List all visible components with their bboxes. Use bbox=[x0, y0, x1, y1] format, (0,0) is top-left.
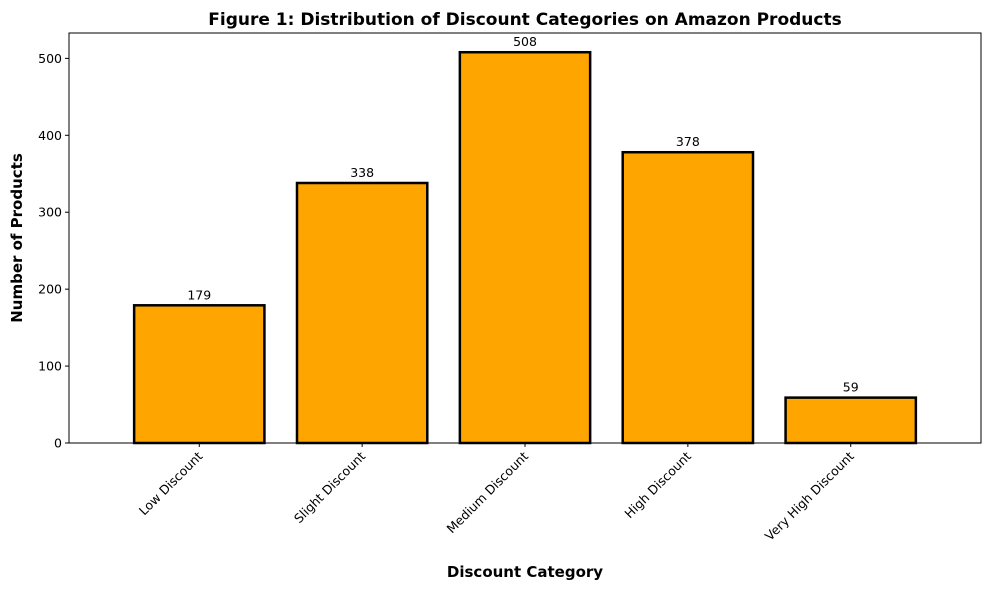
x-tick-label: Slight Discount bbox=[291, 448, 368, 525]
y-tick-label: 400 bbox=[38, 128, 62, 143]
y-axis-ticks: 0 100 200 300 400 500 bbox=[38, 51, 69, 451]
y-tick-label: 500 bbox=[38, 51, 62, 66]
bar-value-label: 338 bbox=[350, 165, 374, 180]
bar bbox=[621, 150, 755, 445]
x-tick-label: High Discount bbox=[621, 448, 694, 521]
bars-group bbox=[132, 50, 918, 445]
x-tick-label: Very High Discount bbox=[762, 448, 857, 543]
plot-area-frame bbox=[68, 32, 982, 444]
y-tick-label: 300 bbox=[38, 205, 62, 220]
chart-title: Figure 1: Distribution of Discount Categ… bbox=[208, 10, 841, 30]
bar bbox=[295, 181, 429, 445]
x-axis-label: Discount Category bbox=[447, 563, 603, 581]
bar bbox=[132, 304, 266, 445]
y-tick-label: 200 bbox=[38, 282, 62, 297]
bar bbox=[458, 50, 592, 445]
bar bbox=[784, 396, 918, 445]
bar-value-label: 59 bbox=[843, 380, 859, 395]
bar-labels-group: 179 338 508 378 59 bbox=[187, 34, 858, 394]
x-tick-label: Low Discount bbox=[136, 448, 206, 518]
y-tick-label: 0 bbox=[54, 436, 62, 451]
x-tick-label: Medium Discount bbox=[444, 448, 532, 536]
bar-value-label: 179 bbox=[187, 287, 211, 302]
bar-value-label: 508 bbox=[513, 34, 537, 49]
x-axis-ticks: Low Discount Slight Discount Medium Discou… bbox=[136, 443, 857, 544]
y-tick-label: 100 bbox=[38, 359, 62, 374]
bar-value-label: 378 bbox=[676, 134, 700, 149]
y-axis-label: Number of Products bbox=[8, 153, 26, 323]
